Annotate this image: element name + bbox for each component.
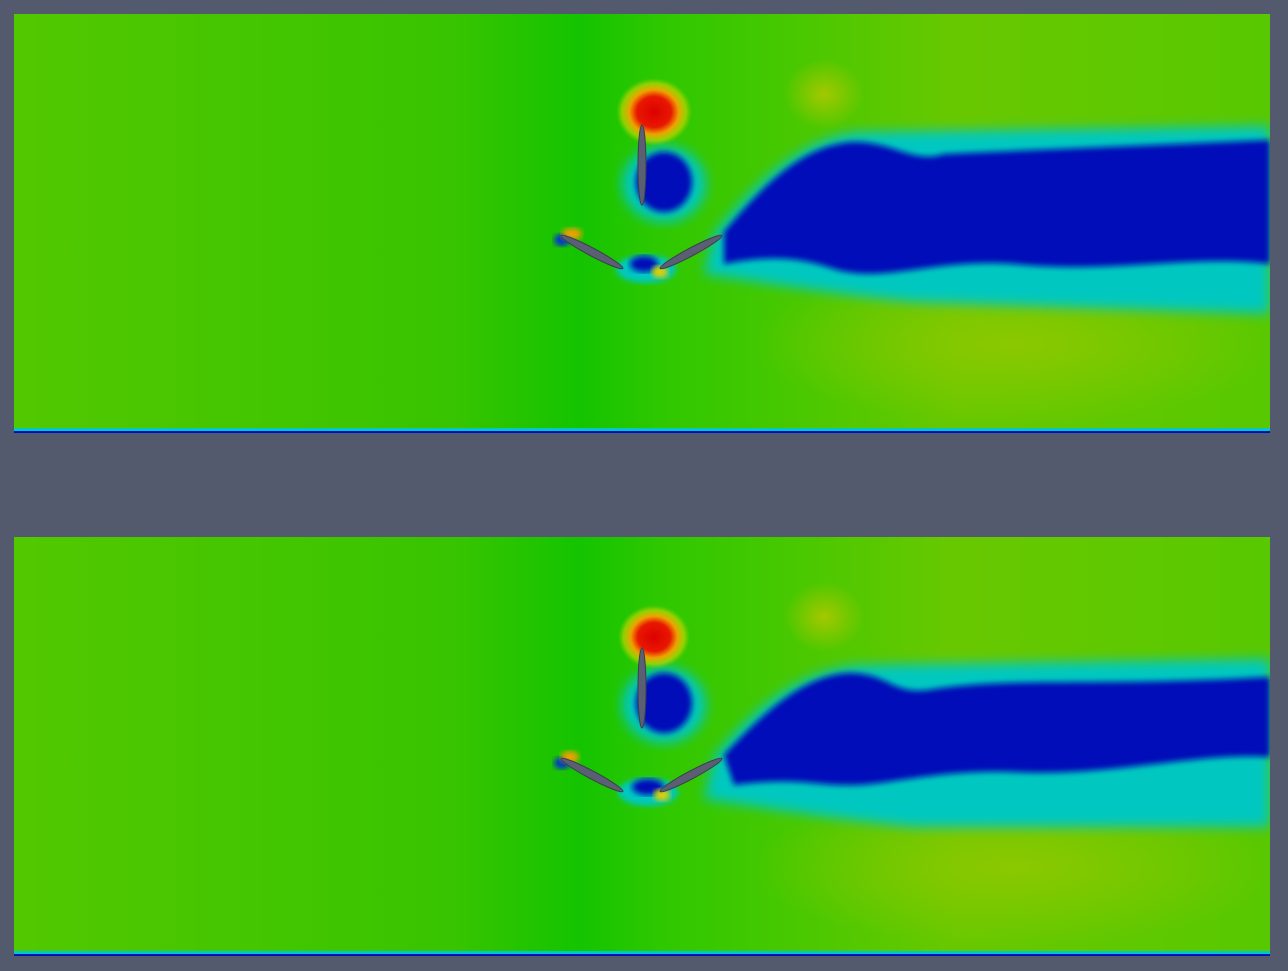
wake-core <box>724 140 1270 274</box>
foil-right-inclined <box>659 757 723 793</box>
flow-field-panel-bottom <box>14 537 1270 956</box>
flow-field-render-bottom <box>14 537 1270 956</box>
wall-boundary-edge <box>14 431 1270 433</box>
stagnation-high-bottom <box>652 266 668 278</box>
stagnation-high-bottom <box>654 789 670 801</box>
flow-field-panel-top <box>14 14 1270 433</box>
foil-right-inclined <box>659 234 723 270</box>
wake-pulse-blob <box>784 582 864 652</box>
foil-left-inclined <box>560 757 624 793</box>
wall-boundary-layer <box>14 428 1270 431</box>
vortex-lower-core <box>632 779 664 795</box>
vortex-upper-core <box>636 152 692 212</box>
stagnation-high-top <box>618 605 690 669</box>
foil-vertical <box>637 647 647 729</box>
stagnation-high-top <box>616 78 692 146</box>
wake-core <box>724 673 1270 786</box>
foil-left-inclined <box>560 234 624 270</box>
vortex-lower-core <box>630 256 658 272</box>
wall-boundary-edge <box>14 954 1270 956</box>
wake-pulse-blob <box>784 59 864 129</box>
wall-boundary-layer <box>14 951 1270 954</box>
foil-vertical <box>637 124 647 206</box>
flow-field-render-top <box>14 14 1270 433</box>
downstream-high-region <box>754 787 1270 947</box>
vortex-upper-core <box>636 673 692 733</box>
